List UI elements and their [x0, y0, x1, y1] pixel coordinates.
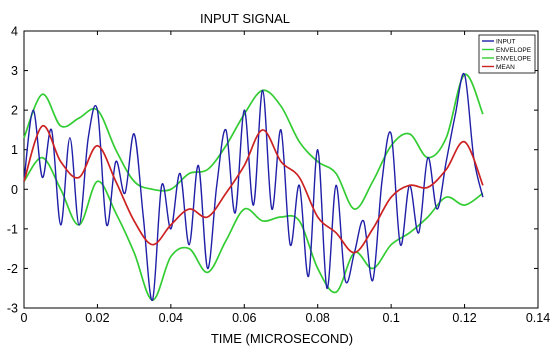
x-axis-label: TIME (MICROSECOND) — [211, 331, 353, 346]
x-tick-label: 0.1 — [382, 311, 399, 325]
y-tick-label: -3 — [7, 302, 18, 316]
series-line-envelope-2 — [23, 156, 484, 301]
chart-title: INPUT SIGNAL — [200, 11, 290, 26]
legend-label: ENVELOPE — [496, 56, 532, 63]
y-tick-label: 1 — [11, 143, 18, 157]
x-axis-ticks: 0 0.02 0.04 0.06 0.08 0.1 0.12 0.14 — [21, 31, 550, 325]
legend-label: MEAN — [496, 64, 515, 71]
y-tick-label: -1 — [7, 222, 18, 236]
y-tick-label: -2 — [7, 262, 18, 276]
y-tick-label: 0 — [11, 183, 18, 197]
series-line-envelope-1 — [23, 73, 484, 210]
series-line-input-0 — [23, 72, 484, 301]
plot-frame — [23, 30, 539, 309]
y-axis-ticks: -3 -2 -1 0 1 2 3 4 — [7, 25, 538, 316]
x-tick-label: 0.08 — [306, 311, 330, 325]
y-tick-label: 4 — [11, 25, 18, 39]
series-line-mean-3 — [23, 125, 484, 254]
x-tick-label: 0.14 — [526, 311, 550, 325]
x-tick-label: 0.02 — [85, 311, 109, 325]
x-tick-label: 0 — [21, 311, 28, 325]
legend-label: INPUT — [496, 39, 516, 46]
y-tick-label: 2 — [11, 104, 18, 118]
x-tick-label: 0.04 — [159, 311, 183, 325]
y-tick-label: 3 — [11, 64, 18, 78]
x-tick-label: 0.06 — [232, 311, 256, 325]
legend-label: ENVELOPE — [496, 47, 532, 54]
x-tick-label: 0.12 — [452, 311, 476, 325]
series-layer — [23, 72, 484, 301]
